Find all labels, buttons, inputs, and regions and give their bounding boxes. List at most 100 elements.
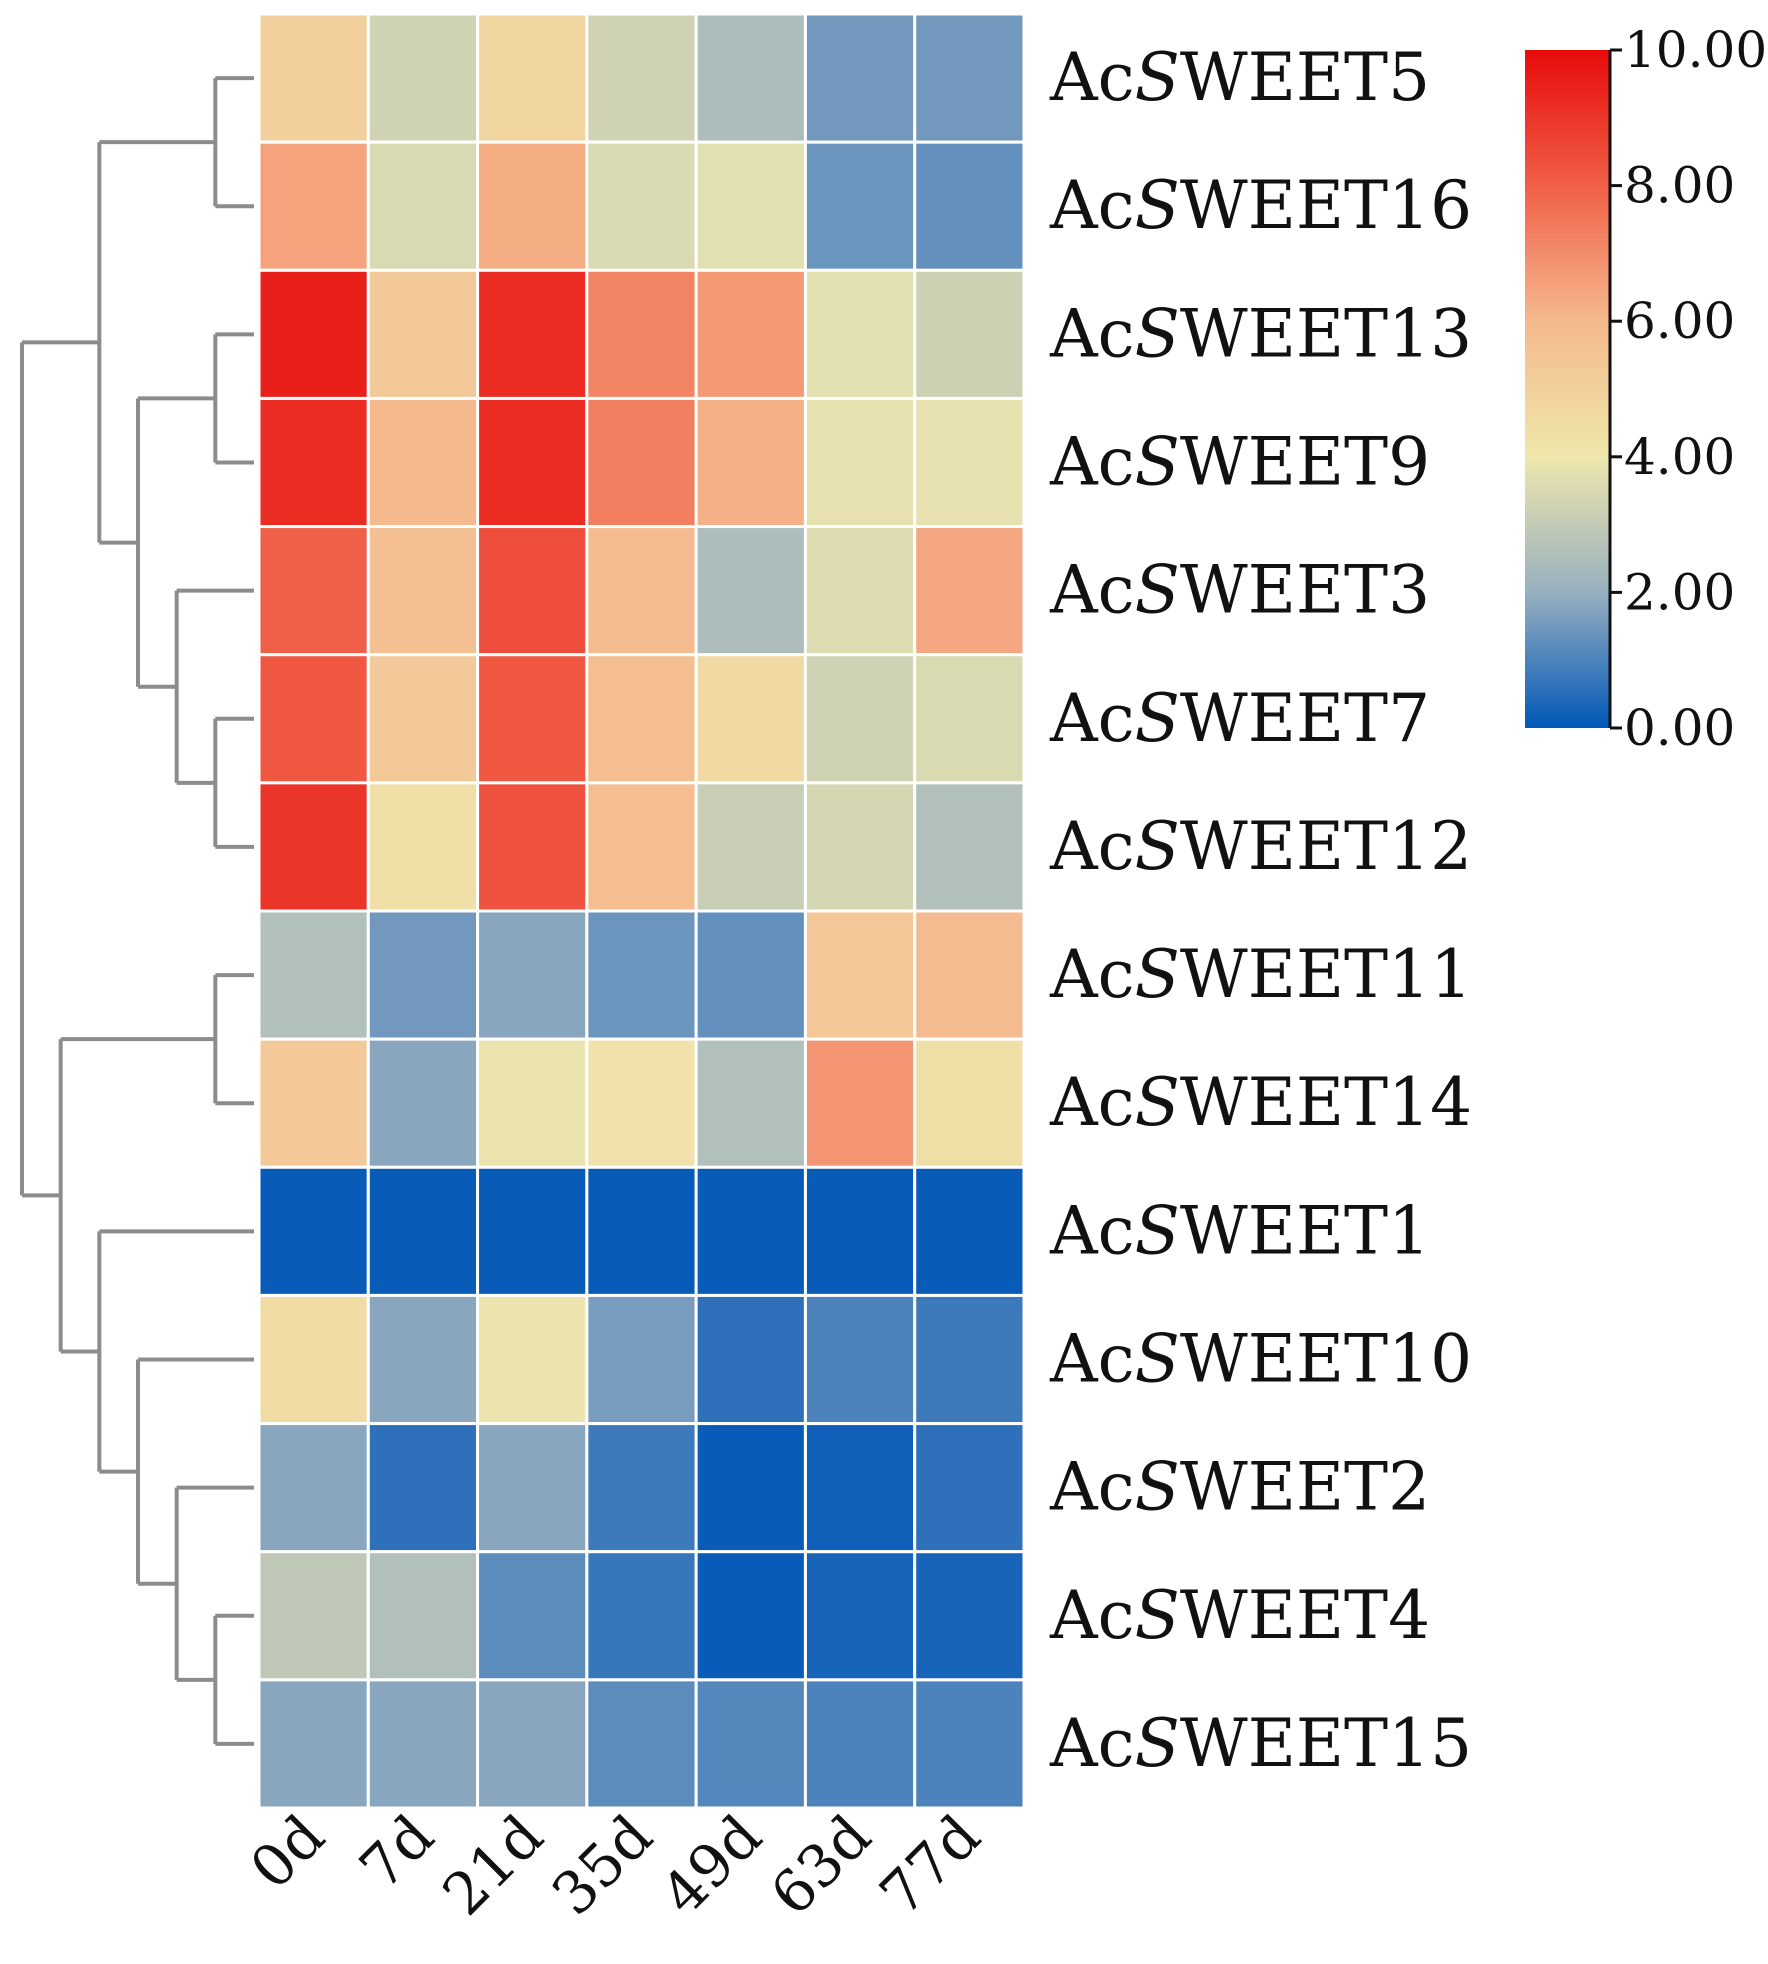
column-label: 7d (346, 1802, 446, 1902)
heatmap-cell-acsweet4-21d (476, 1550, 589, 1682)
heatmap-cell-acsweet7-77d (913, 653, 1026, 785)
heatmap-cells (257, 12, 1026, 1810)
heatmap-cell-acsweet15-35d (585, 1678, 698, 1810)
row-label: AcSWEET3 (1049, 552, 1430, 629)
heatmap-cell-acsweet10-77d (913, 1293, 1026, 1426)
heatmap-cell-acsweet2-7d (366, 1422, 480, 1554)
heatmap-cell-acsweet13-49d (694, 268, 807, 400)
heatmap-cell-acsweet4-49d (694, 1550, 807, 1682)
colorbar-tick-label: 4.00 (1624, 428, 1735, 486)
heatmap-cell-acsweet10-35d (585, 1293, 698, 1426)
heatmap-cell-acsweet12-35d (585, 781, 698, 913)
heatmap-cell-acsweet4-7d (366, 1550, 480, 1682)
heatmap-cell-acsweet9-77d (913, 396, 1026, 529)
heatmap-cell-acsweet3-0d (257, 525, 370, 657)
heatmap-cell-acsweet9-7d (366, 396, 480, 529)
row-label: AcSWEET16 (1049, 167, 1472, 244)
heatmap-cell-acsweet7-49d (694, 653, 807, 785)
heatmap-cell-acsweet3-35d (585, 525, 698, 657)
heatmap-cell-acsweet16-21d (476, 140, 589, 272)
row-label: AcSWEET2 (1049, 1449, 1430, 1526)
heatmap-cell-acsweet1-77d (913, 1165, 1026, 1297)
heatmap-cell-acsweet9-35d (585, 396, 698, 529)
heatmap-cell-acsweet10-63d (803, 1293, 917, 1426)
heatmap-cell-acsweet11-35d (585, 909, 698, 1041)
column-label: 0d (237, 1802, 337, 1902)
heatmap-cell-acsweet5-77d (913, 12, 1026, 144)
colorbar-tick-label: 8.00 (1624, 157, 1735, 215)
heatmap-cell-acsweet1-7d (366, 1165, 480, 1297)
heatmap-cell-acsweet4-35d (585, 1550, 698, 1682)
heatmap-cell-acsweet15-0d (257, 1678, 370, 1810)
row-label: AcSWEET15 (1049, 1705, 1472, 1782)
heatmap-cell-acsweet16-49d (694, 140, 807, 272)
row-dendrogram (20, 76, 254, 1746)
heatmap-cell-acsweet15-63d (803, 1678, 917, 1810)
heatmap-cell-acsweet11-21d (476, 909, 589, 1041)
heatmap-cell-acsweet2-63d (803, 1422, 917, 1554)
heatmap-cell-acsweet14-0d (257, 1037, 370, 1169)
colorbar-tick-label: 0.00 (1624, 699, 1735, 757)
column-label: 77d (867, 1802, 994, 1929)
heatmap-cell-acsweet12-0d (257, 781, 370, 913)
colorbar-tick-label: 2.00 (1624, 563, 1735, 621)
colorbar-tick-label: 6.00 (1624, 292, 1735, 350)
column-label: 35d (539, 1802, 666, 1929)
heatmap-cell-acsweet15-7d (366, 1678, 480, 1810)
heatmap-cell-acsweet10-0d (257, 1293, 370, 1426)
row-label: AcSWEET13 (1049, 295, 1472, 372)
heatmap-cell-acsweet4-63d (803, 1550, 917, 1682)
heatmap-cell-acsweet5-21d (476, 12, 589, 144)
heatmap-cell-acsweet5-7d (366, 12, 480, 144)
heatmap-cell-acsweet10-21d (476, 1293, 589, 1426)
heatmap-cell-acsweet10-7d (366, 1293, 480, 1426)
heatmap-cell-acsweet4-0d (257, 1550, 370, 1682)
heatmap-cell-acsweet13-7d (366, 268, 480, 400)
heatmap-cell-acsweet15-21d (476, 1678, 589, 1810)
heatmap-cell-acsweet14-35d (585, 1037, 698, 1169)
heatmap-cell-acsweet11-49d (694, 909, 807, 1041)
heatmap-cell-acsweet11-63d (803, 909, 917, 1041)
heatmap-cell-acsweet16-63d (803, 140, 917, 272)
heatmap-cell-acsweet2-77d (913, 1422, 1026, 1554)
heatmap-cell-acsweet16-77d (913, 140, 1026, 272)
heatmap-cell-acsweet5-35d (585, 12, 698, 144)
heatmap-cell-acsweet12-77d (913, 781, 1026, 913)
row-label: AcSWEET11 (1049, 936, 1472, 1013)
heatmap-cell-acsweet13-35d (585, 268, 698, 400)
heatmap-cell-acsweet11-0d (257, 909, 370, 1041)
row-labels: AcSWEET5 AcSWEET16 AcSWEET13 AcSWEET9 AcSWEE… (1049, 39, 1472, 1782)
row-label: AcSWEET5 (1049, 39, 1430, 116)
colorbar-tick-label: 10.00 (1624, 21, 1767, 79)
heatmap-cell-acsweet16-7d (366, 140, 480, 272)
row-label: AcSWEET14 (1049, 1064, 1472, 1141)
heatmap-cell-acsweet9-21d (476, 396, 589, 529)
heatmap-cell-acsweet1-49d (694, 1165, 807, 1297)
heatmap-cell-acsweet9-49d (694, 396, 807, 529)
heatmap-cell-acsweet13-0d (257, 268, 370, 400)
heatmap-cell-acsweet12-21d (476, 781, 589, 913)
heatmap-cell-acsweet4-77d (913, 1550, 1026, 1682)
heatmap-cell-acsweet2-21d (476, 1422, 589, 1554)
heatmap-cell-acsweet1-0d (257, 1165, 370, 1297)
colorbar-bar (1525, 50, 1610, 728)
heatmap-cell-acsweet5-49d (694, 12, 807, 144)
heatmap-cell-acsweet12-7d (366, 781, 480, 913)
heatmap-cell-acsweet9-0d (257, 396, 370, 529)
heatmap-cell-acsweet12-63d (803, 781, 917, 913)
heatmap-cell-acsweet7-63d (803, 653, 917, 785)
column-label: 63d (757, 1802, 884, 1929)
heatmap-cell-acsweet10-49d (694, 1293, 807, 1426)
heatmap-cell-acsweet3-7d (366, 525, 480, 657)
row-label: AcSWEET9 (1049, 424, 1430, 501)
heatmap-cell-acsweet16-35d (585, 140, 698, 272)
heatmap-cell-acsweet13-63d (803, 268, 917, 400)
heatmap-cell-acsweet1-35d (585, 1165, 698, 1297)
heatmap-cell-acsweet11-7d (366, 909, 480, 1041)
heatmap-cell-acsweet7-21d (476, 653, 589, 785)
heatmap-cell-acsweet3-49d (694, 525, 807, 657)
heatmap-cell-acsweet13-77d (913, 268, 1026, 400)
heatmap-cell-acsweet11-77d (913, 909, 1026, 1041)
heatmap-cell-acsweet3-77d (913, 525, 1026, 657)
